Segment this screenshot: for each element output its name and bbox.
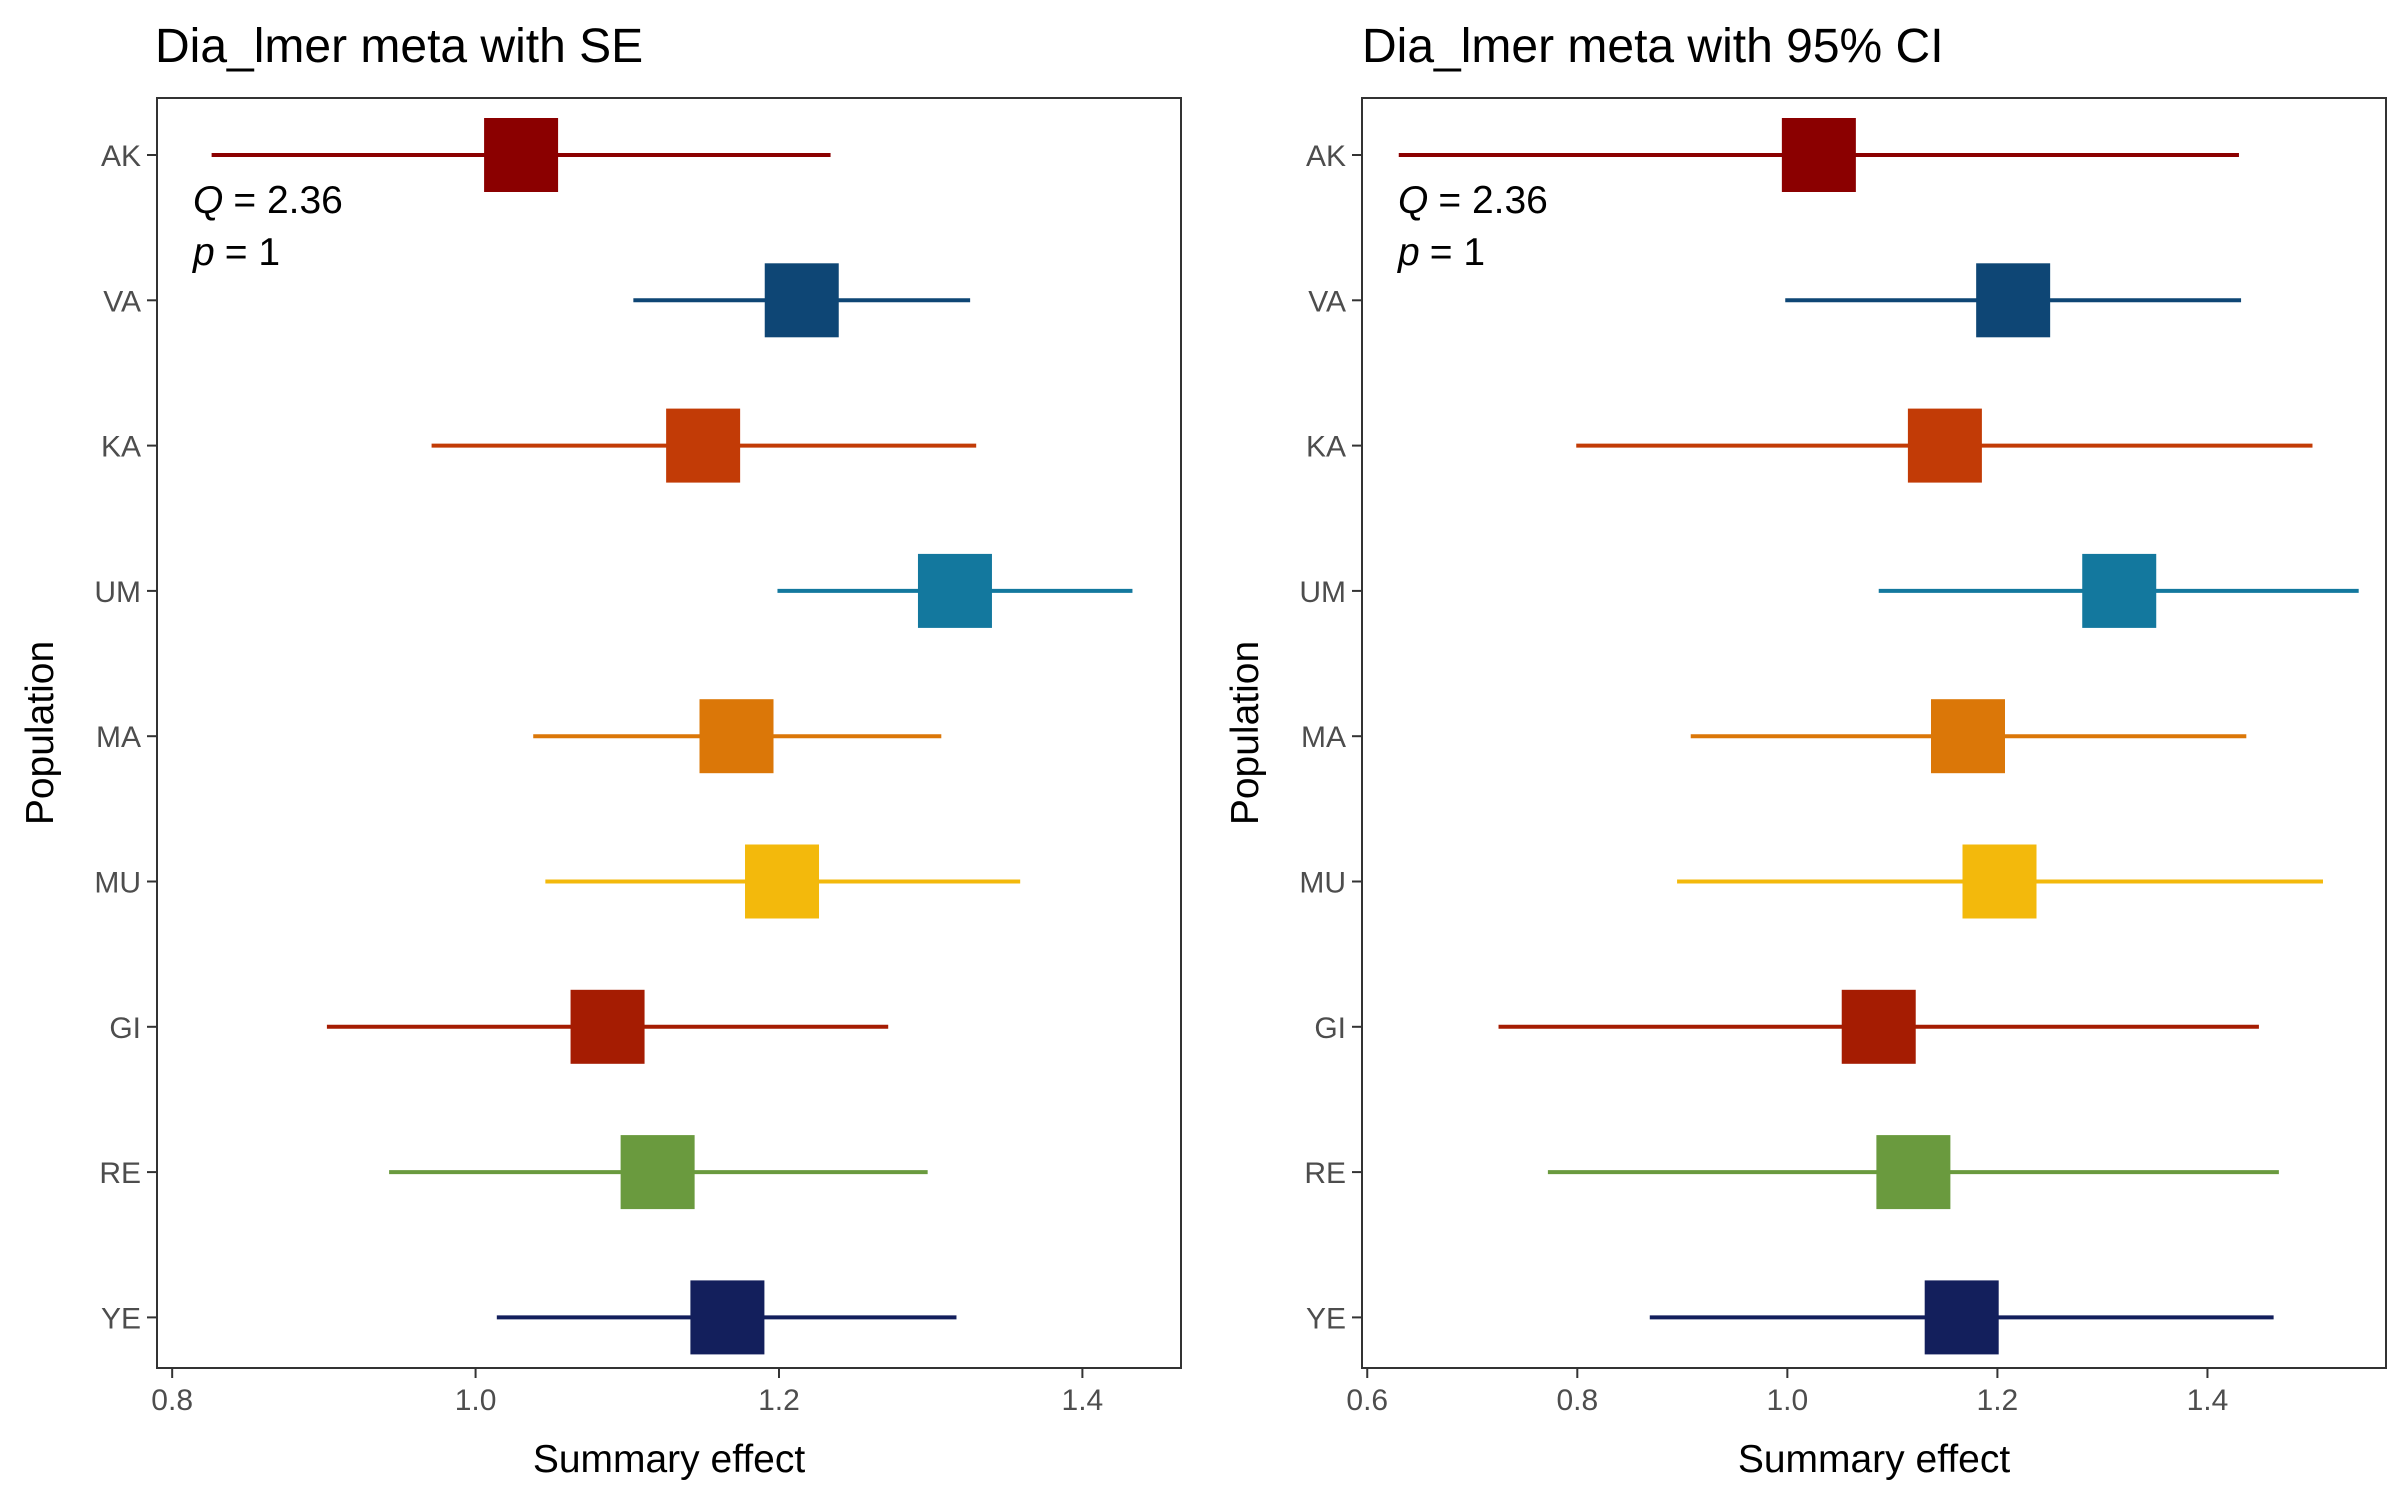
estimate-square-gi <box>570 989 645 1064</box>
x-axis-label: Summary effect <box>1738 1438 2011 1481</box>
estimate-square-ye <box>690 1280 765 1355</box>
q-value: = 2.36 <box>1438 179 1548 222</box>
y-tick-label: MU <box>94 867 141 900</box>
y-tick-label: VA <box>1308 285 1346 318</box>
estimate-square-ak <box>484 118 559 192</box>
y-tick-label: GI <box>1314 1012 1346 1045</box>
chart-title: Dia_lmer meta with SE <box>155 20 643 73</box>
y-tick-label: UM <box>1299 576 1346 609</box>
estimate-square-va <box>1976 263 2051 338</box>
q-value: = 2.36 <box>233 179 343 222</box>
p-symbol: p <box>192 231 215 274</box>
chart-title: Dia_lmer meta with 95% CI <box>1362 20 1944 73</box>
q-statistic-annotation: Q = 2.36 <box>193 179 343 222</box>
y-tick-label: AK <box>101 140 141 173</box>
x-tick-label: 1.4 <box>2187 1384 2229 1417</box>
x-tick-label: 1.0 <box>1766 1384 1808 1417</box>
forest-panel-1: Dia_lmer meta with SE AK VA KA UM MA MU GI RE YE 0… <box>19 20 1182 1481</box>
y-tick-label: RE <box>1304 1157 1346 1190</box>
y-tick-label: GI <box>109 1012 141 1045</box>
x-tick-label: 1.0 <box>455 1384 497 1417</box>
y-tick-label: VA <box>103 285 141 318</box>
p-value-annotation: p = 1 <box>192 231 280 274</box>
estimate-square-ka <box>666 408 741 483</box>
estimate-square-mu <box>745 844 820 919</box>
y-tick-label: MA <box>96 721 141 754</box>
q-symbol: Q <box>193 179 223 222</box>
estimate-square-ma <box>699 699 774 774</box>
estimate-square-um <box>917 553 992 628</box>
x-tick-label: 1.4 <box>1062 1384 1104 1417</box>
forest-panel-2: Dia_lmer meta with 95% CI AK VA KA UM MA MU GI R… <box>1224 20 2387 1481</box>
y-tick-label: AK <box>1306 140 1346 173</box>
q-symbol: Q <box>1398 179 1428 222</box>
x-tick-label: 0.6 <box>1346 1384 1388 1417</box>
x-tick-label: 0.8 <box>1556 1384 1598 1417</box>
p-symbol: p <box>1397 231 1420 274</box>
y-tick-label: YE <box>101 1302 141 1335</box>
estimate-square-va <box>764 263 839 338</box>
estimate-square-ye <box>1924 1280 1999 1355</box>
p-value-annotation: p = 1 <box>1397 231 1485 274</box>
x-axis-label: Summary effect <box>533 1438 806 1481</box>
estimate-square-gi <box>1841 989 1916 1064</box>
estimate-square-um <box>2082 553 2157 628</box>
y-tick-label: RE <box>99 1157 141 1190</box>
y-tick-label: UM <box>94 576 141 609</box>
estimate-square-re <box>620 1135 695 1210</box>
y-tick-label: MA <box>1301 721 1346 754</box>
estimate-square-mu <box>1962 844 2037 919</box>
x-tick-label: 0.8 <box>151 1384 193 1417</box>
p-value: = 1 <box>1430 231 1485 274</box>
x-tick-label: 1.2 <box>1977 1384 2019 1417</box>
y-axis-label: Population <box>19 641 62 825</box>
x-tick-label: 1.2 <box>758 1384 800 1417</box>
estimate-square-re <box>1876 1135 1951 1210</box>
y-tick-label: KA <box>101 431 141 464</box>
estimate-square-ka <box>1907 408 1982 483</box>
p-value: = 1 <box>225 231 280 274</box>
y-tick-label: YE <box>1306 1302 1346 1335</box>
y-tick-label: MU <box>1299 867 1346 900</box>
y-axis-label: Population <box>1224 641 1267 825</box>
y-tick-label: KA <box>1306 431 1346 464</box>
estimate-square-ak <box>1781 118 1856 192</box>
plot-panel-border <box>1361 97 2387 1369</box>
plot-panel-border <box>156 97 1182 1369</box>
q-statistic-annotation: Q = 2.36 <box>1398 179 1548 222</box>
estimate-square-ma <box>1930 699 2005 774</box>
